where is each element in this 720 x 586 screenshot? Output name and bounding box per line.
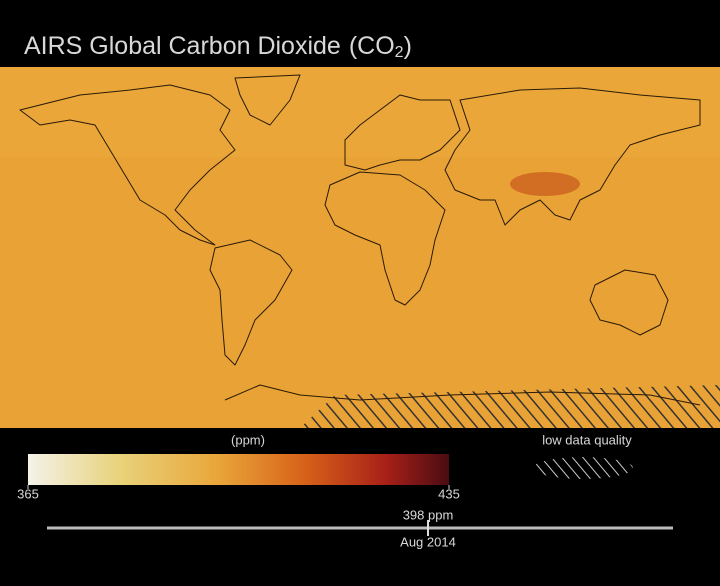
colorbar-tick-label: 435 [438, 486, 460, 501]
colorbar [28, 454, 449, 485]
title: AIRS Global Carbon Dioxide (CO2) [24, 32, 412, 62]
map [0, 67, 720, 428]
readout-date: Aug 2014 [400, 534, 456, 549]
low-quality-swatch [533, 457, 633, 479]
low-quality-label: low data quality [542, 432, 632, 447]
readout-value: 398 ppm [403, 507, 454, 522]
colorbar-unit: (ppm) [231, 432, 265, 447]
colorbar-tick-label: 365 [17, 486, 39, 501]
